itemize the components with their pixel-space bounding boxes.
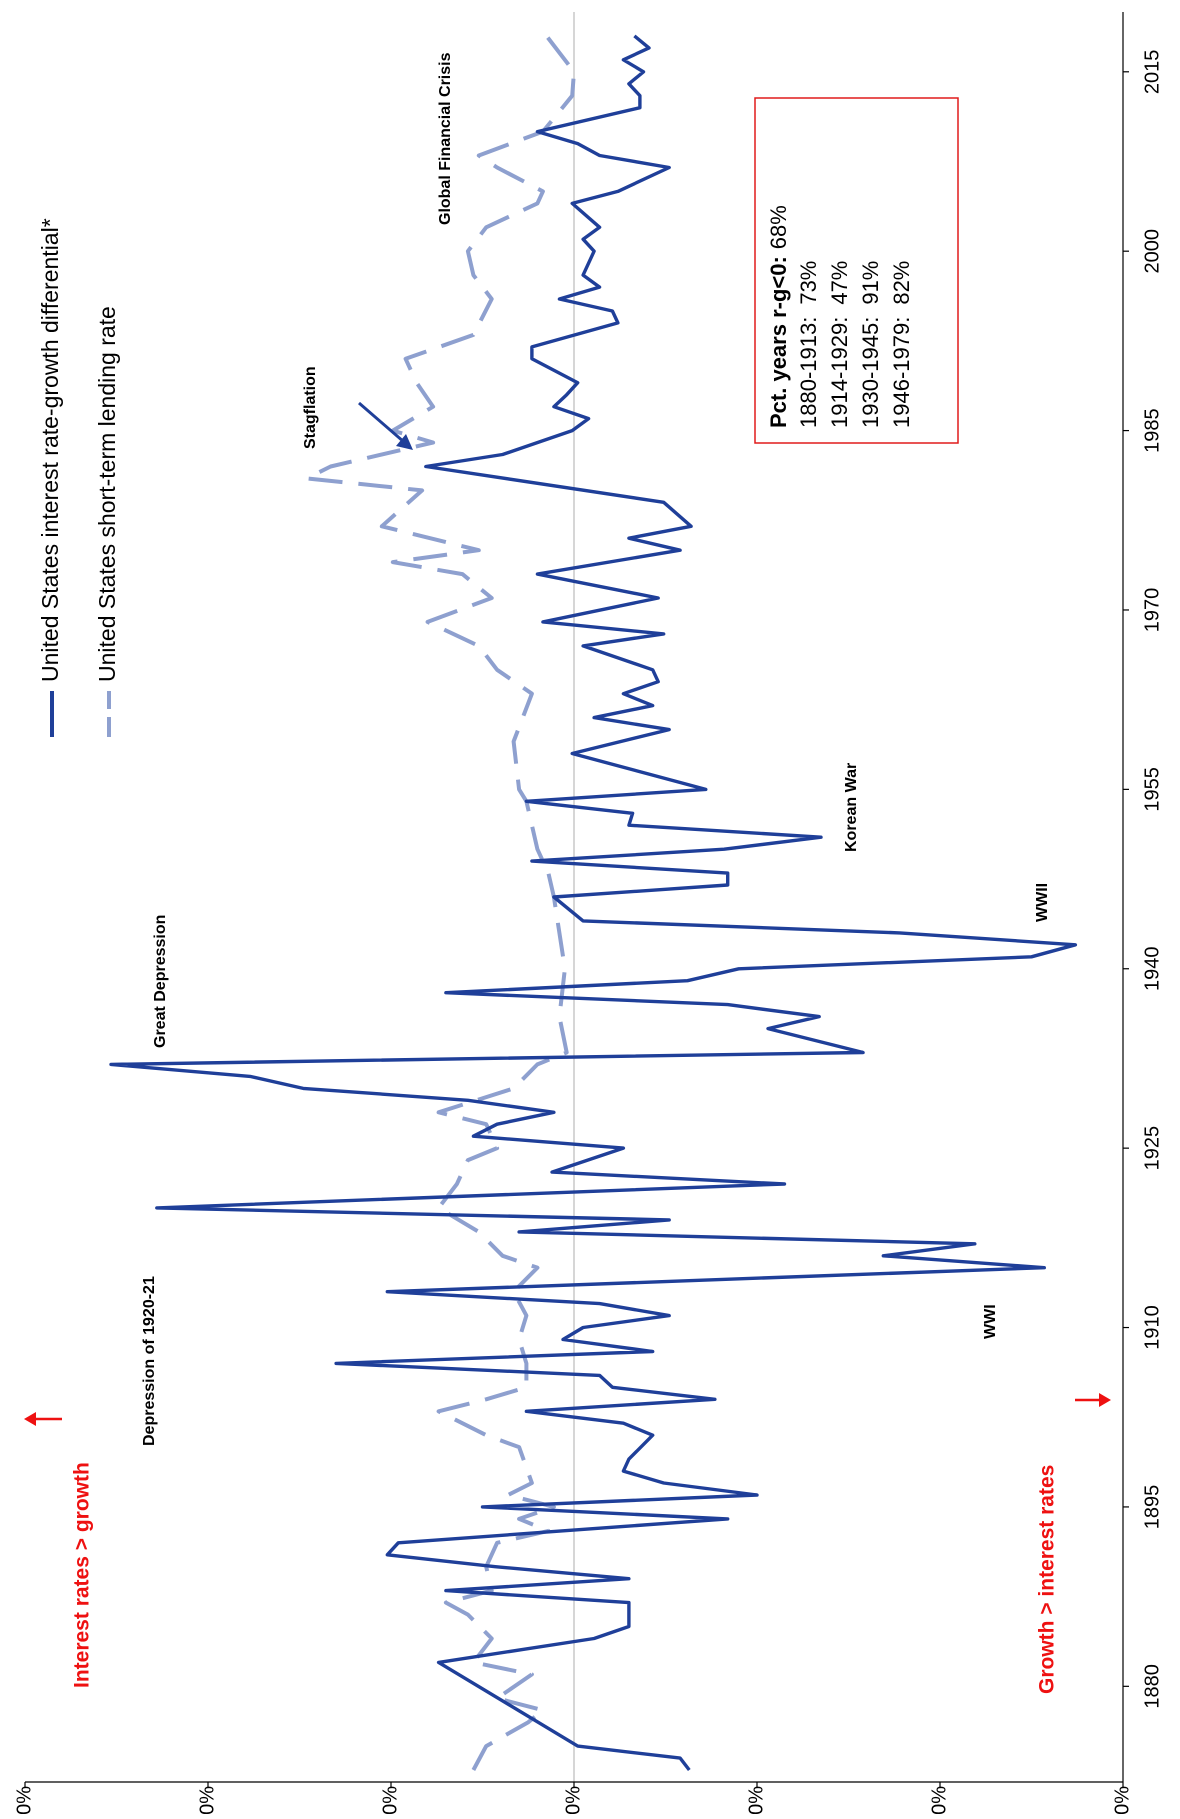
x-tick-label: 1985 — [1141, 408, 1163, 453]
y-tick-label: 0% — [562, 1786, 584, 1814]
x-tick-label: 2000 — [1141, 229, 1163, 274]
stats-row: 1930-1945: 91% — [858, 261, 883, 428]
x-tick-label: 1940 — [1141, 947, 1163, 992]
stats-share: 82% — [889, 261, 914, 305]
x-tick-label: 2015 — [1141, 50, 1163, 95]
right-note: Growth > interest rates — [1036, 1465, 1059, 1694]
x-tick-label: 1880 — [1141, 1664, 1163, 1709]
dashed-line — [304, 34, 576, 1771]
y-tick-label: 10% — [379, 1786, 401, 1814]
y-tick-label: 20% — [196, 1786, 218, 1814]
x-tick-label: 1970 — [1141, 588, 1163, 633]
x-tick-label: 1925 — [1141, 1126, 1163, 1171]
stats-share: 47% — [827, 261, 852, 305]
event-label: Global Financial Crisis — [437, 52, 454, 225]
solid-line — [109, 34, 1078, 1772]
stats-period: 1930-1945: — [858, 317, 883, 428]
left-note: Interest rates > growth — [71, 1462, 94, 1688]
x-tick-label: 1910 — [1141, 1305, 1163, 1350]
legend-label: United States interest rate-growth diffe… — [37, 218, 63, 682]
y-tick-label: -30% — [1111, 1786, 1133, 1814]
stagflation-arrow-head — [396, 434, 413, 450]
stats-share: 73% — [796, 261, 821, 305]
event-label: Stagflation — [302, 366, 319, 449]
stats-period: 1880-1913: — [796, 317, 821, 428]
y-tick-label: 30% — [13, 1786, 35, 1814]
stats-row: 1914-1929: 47% — [827, 261, 852, 428]
stats-title: Pct. years r-g<0: 68% — [766, 205, 791, 428]
stats-period: 1946-1979: — [889, 317, 914, 428]
stats-share: 91% — [858, 261, 883, 305]
event-label: WWI — [982, 1304, 999, 1339]
stats-row: 1880-1913: 73% — [796, 261, 821, 428]
event-label: Korean War — [843, 763, 860, 852]
x-tick-label: 1895 — [1141, 1485, 1163, 1530]
stats-row: 1946-1979: 82% — [889, 261, 914, 428]
rotated-chart: -30% -20% -10% 0% 10% 20% 30% 1880 1895 1910 1925 1… — [13, 12, 1163, 1819]
stats-title-value: 68% — [766, 205, 791, 249]
event-label: Great Depression — [152, 915, 169, 1048]
event-label: WWII — [1034, 883, 1051, 922]
event-label: Depression of 1920-21 — [141, 1276, 158, 1446]
legend-label: United States short-term lending rate — [94, 306, 120, 682]
stats-period: 1914-1929: — [827, 317, 852, 428]
y-tick-label: -10% — [745, 1786, 767, 1814]
y-tick-label: -20% — [928, 1786, 950, 1814]
up-arrow-head — [24, 1412, 36, 1426]
stagflation-arrow — [358, 401, 405, 444]
stats-title-label: Pct. years r-g<0: — [766, 256, 791, 428]
down-arrow-head — [1099, 1393, 1111, 1407]
x-tick-label: 1955 — [1141, 767, 1163, 812]
stats-box — [754, 97, 959, 444]
